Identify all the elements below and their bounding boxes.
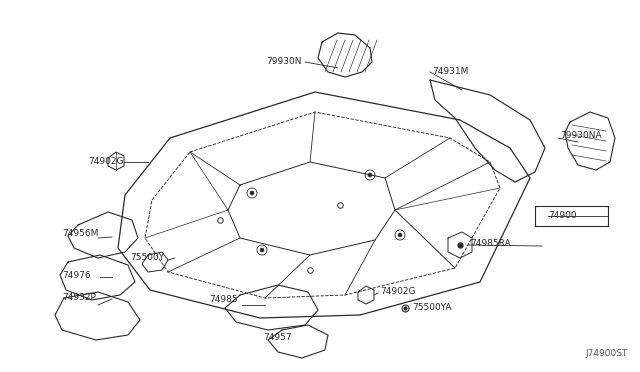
Text: 74900: 74900 xyxy=(548,212,577,221)
Text: 74957: 74957 xyxy=(264,334,292,343)
Text: 74902G: 74902G xyxy=(380,286,415,295)
Text: 79930N: 79930N xyxy=(266,58,302,67)
Circle shape xyxy=(368,173,372,177)
Text: 79930NA: 79930NA xyxy=(560,131,602,141)
Text: 74976: 74976 xyxy=(62,270,91,279)
Circle shape xyxy=(250,191,254,195)
Circle shape xyxy=(398,233,402,237)
Text: 74985RA: 74985RA xyxy=(470,240,511,248)
Text: 75500Y: 75500Y xyxy=(130,253,164,262)
Text: J74900ST: J74900ST xyxy=(586,349,628,358)
Circle shape xyxy=(260,248,264,252)
Text: 74985: 74985 xyxy=(209,295,238,305)
Text: 74956M: 74956M xyxy=(62,230,99,238)
Text: 74932P: 74932P xyxy=(62,292,96,301)
Text: 75500YA: 75500YA xyxy=(412,302,451,311)
Text: 74902G: 74902G xyxy=(88,157,124,167)
Text: 74931M: 74931M xyxy=(432,67,468,77)
